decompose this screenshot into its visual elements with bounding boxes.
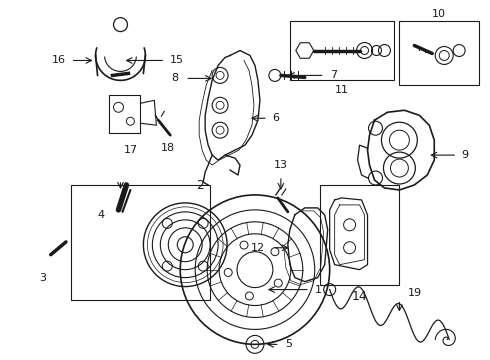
Bar (108, 95, 141, 133)
Text: 13: 13 (274, 160, 288, 170)
Text: 5: 5 (285, 339, 292, 349)
Text: 12: 12 (251, 243, 265, 253)
Bar (71, 185, 210, 300)
Text: 14: 14 (352, 289, 368, 302)
Text: 8: 8 (171, 73, 178, 84)
Text: 17: 17 (123, 145, 138, 155)
Text: 9: 9 (461, 150, 468, 160)
Bar (319, 185, 399, 285)
Bar (399, 21, 479, 85)
Text: 2: 2 (196, 179, 204, 192)
Text: 10: 10 (432, 9, 446, 19)
Text: 11: 11 (335, 85, 348, 95)
Text: 19: 19 (407, 288, 421, 298)
Text: 1: 1 (315, 284, 322, 294)
Bar (290, 21, 394, 80)
Text: 3: 3 (39, 273, 46, 283)
Text: 16: 16 (51, 55, 66, 66)
Text: 15: 15 (171, 55, 184, 66)
Text: 7: 7 (330, 71, 337, 80)
Text: 4: 4 (97, 210, 104, 220)
Text: 6: 6 (272, 113, 279, 123)
Text: 18: 18 (161, 143, 175, 153)
